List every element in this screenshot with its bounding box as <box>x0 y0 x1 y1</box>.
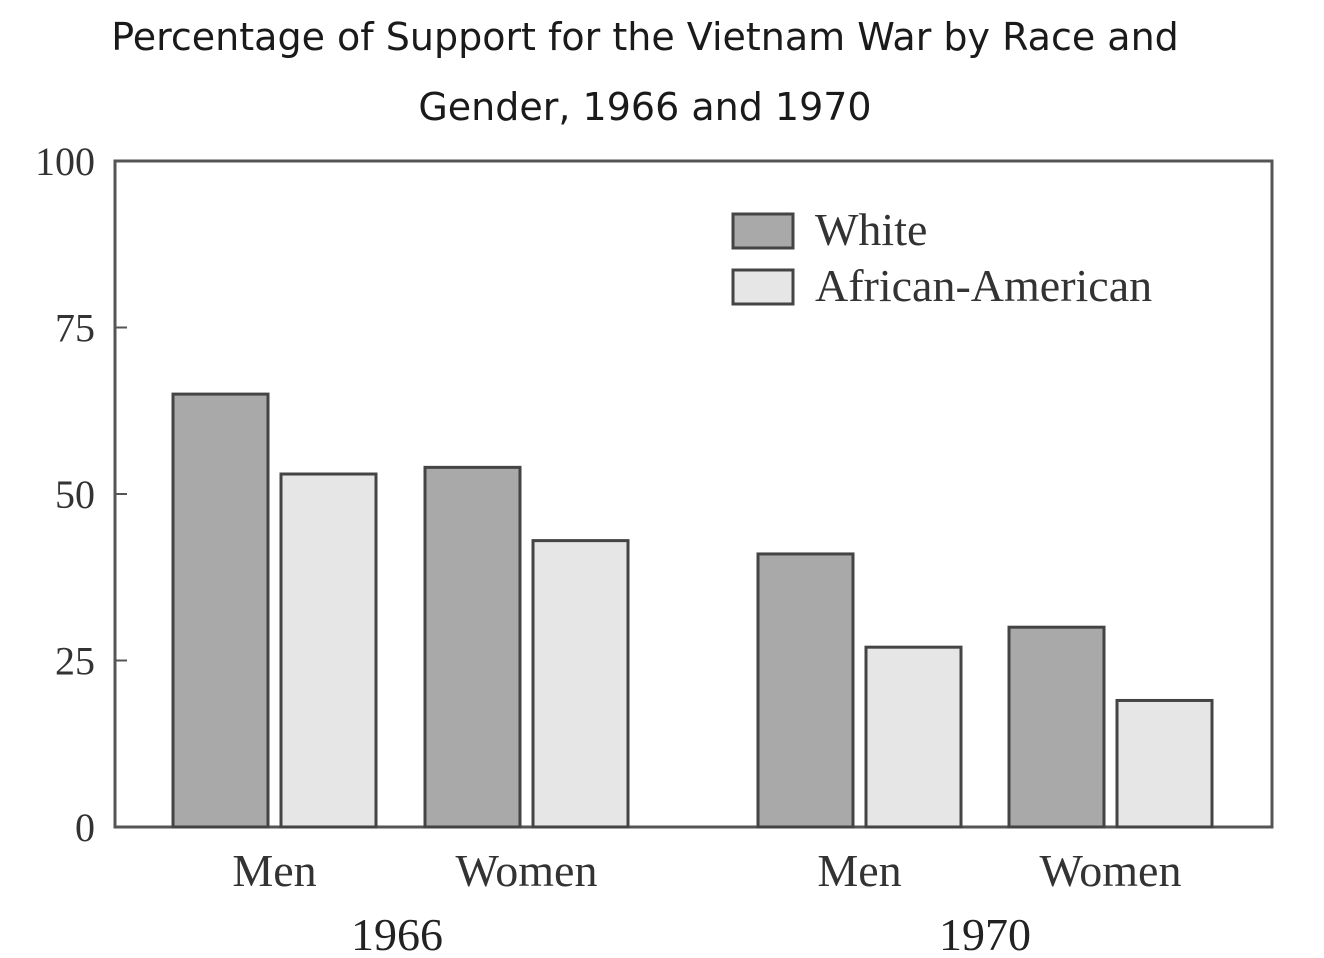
bar-white <box>423 465 522 829</box>
legend-swatch <box>731 212 795 250</box>
y-tick-label: 25 <box>55 639 95 684</box>
x-axis: Men Women Men Women 1966 1970 <box>232 845 1181 958</box>
bar-african-american <box>279 472 378 829</box>
bars <box>171 392 1214 829</box>
legend-label: White <box>815 204 927 255</box>
bar-white <box>1007 625 1106 829</box>
bar-african-american <box>1115 698 1214 829</box>
y-tick-label: 0 <box>75 805 95 850</box>
legend-label: African-American <box>815 260 1152 311</box>
legend-swatch <box>731 268 795 306</box>
bar-african-american <box>864 645 963 829</box>
chart-title-line-2: Gender, 1966 and 1970 <box>418 85 872 129</box>
chart-title: Percentage of Support for the Vietnam Wa… <box>0 2 1290 142</box>
x-category-label: Women <box>456 845 598 896</box>
bar-african-american <box>531 539 630 829</box>
x-category-label: Men <box>232 845 316 896</box>
x-category-label: Women <box>1040 845 1182 896</box>
y-tick-label: 50 <box>55 472 95 517</box>
x-category-label: Men <box>817 845 901 896</box>
y-axis: 0 25 50 75 100 <box>35 139 127 850</box>
y-tick-label: 75 <box>55 306 95 351</box>
x-group-label: 1966 <box>351 909 443 958</box>
bar-white <box>171 392 270 829</box>
chart-title-line-1: Percentage of Support for the Vietnam Wa… <box>111 15 1179 59</box>
bar-white <box>756 552 855 829</box>
y-tick-label: 100 <box>35 139 95 184</box>
x-group-label: 1970 <box>939 909 1031 958</box>
